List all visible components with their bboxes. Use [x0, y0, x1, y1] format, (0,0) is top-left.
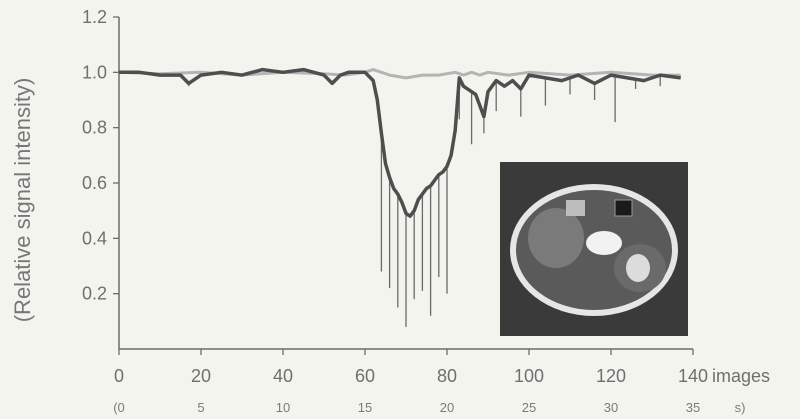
seconds-tick-label: 30 — [604, 400, 618, 415]
seconds-tick-label: 5 — [197, 400, 204, 415]
x-unit-label: images — [712, 366, 770, 386]
roi-marker-ischemic — [614, 199, 633, 217]
y-tick-label: 0.6 — [82, 173, 107, 193]
seconds-tick-label: 15 — [358, 400, 372, 415]
seconds-tick-label: 25 — [522, 400, 536, 415]
x-tick-label: 120 — [596, 366, 626, 386]
x-tick-label: 0 — [114, 366, 124, 386]
y-tick-label: 1.0 — [82, 62, 107, 82]
x-tick-label: 60 — [355, 366, 375, 386]
bone-2 — [626, 254, 650, 282]
series-layer — [118, 67, 681, 327]
x-tick-label: 20 — [191, 366, 211, 386]
axis-labels: 0.2 0.4 0.6 0.8 1.0 1.2 0 20 40 60 80 100 120 140 imag… — [82, 7, 770, 415]
muscle-left — [528, 208, 584, 268]
bone-1 — [586, 231, 622, 255]
seconds-tick-label: s) — [735, 400, 746, 415]
x-tick-label: 140 — [678, 366, 708, 386]
roi-marker-control — [566, 200, 585, 216]
x-tick-label: 40 — [273, 366, 293, 386]
y-tick-label: 0.8 — [82, 118, 107, 138]
y-axis-title: (Relative signal intensity) — [10, 78, 35, 323]
y-tick-label: 0.2 — [82, 284, 107, 304]
x-tick-label: 100 — [514, 366, 544, 386]
x-tick-label: 80 — [437, 366, 457, 386]
series-line-ischemic — [119, 67, 681, 218]
seconds-tick-label: 35 — [686, 400, 700, 415]
seconds-tick-label: 20 — [440, 400, 454, 415]
y-tick-label: 1.2 — [82, 7, 107, 27]
mri-cross-section-inset — [500, 162, 688, 336]
seconds-tick-label: 10 — [276, 400, 290, 415]
y-tick-label: 0.4 — [82, 228, 107, 248]
seconds-tick-label: (0 — [113, 400, 125, 415]
